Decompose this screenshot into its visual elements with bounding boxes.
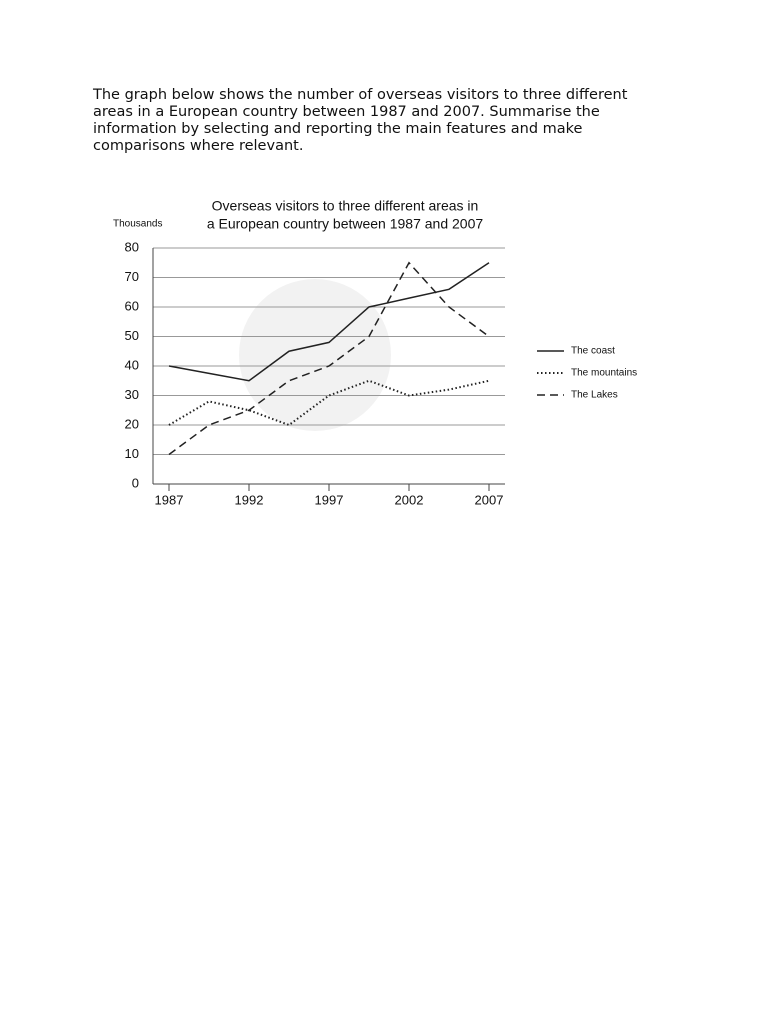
prompt-line: areas in a European country between 1987… (93, 104, 600, 120)
y-axis-label: Thousands (113, 219, 162, 230)
legend-label: The Lakes (571, 390, 618, 401)
prompt: The graph below shows the number of over… (93, 87, 627, 155)
y-tick-label: 10 (125, 446, 139, 461)
y-tick-label: 40 (125, 357, 139, 372)
y-tick-label: 50 (125, 328, 139, 343)
legend-label: The coast (571, 346, 615, 357)
y-tick-label: 80 (125, 239, 139, 254)
series-line (168, 261, 490, 456)
y-tick-label: 60 (125, 298, 139, 313)
prompt-line: The graph below shows the number of over… (93, 87, 628, 103)
x-tick-label: 2007 (475, 492, 504, 507)
x-tick-label: 2002 (395, 492, 424, 507)
chart-title: a European country between 1987 and 2007 (207, 216, 484, 232)
x-tick-label: 1987 (155, 492, 184, 507)
y-tick-label: 70 (125, 269, 139, 284)
x-tick-label: 1992 (235, 492, 264, 507)
watermark (239, 279, 391, 431)
y-tick-label: 20 (125, 416, 139, 431)
y-tick-label: 30 (125, 387, 139, 402)
x-tick-label: 1997 (315, 492, 344, 507)
prompt-line: comparisons where relevant. (93, 138, 304, 154)
prompt-line: information by selecting and reporting t… (93, 121, 583, 137)
legend-label: The mountains (571, 368, 637, 379)
series-line (168, 379, 490, 427)
chart-title: Overseas visitors to three different are… (212, 198, 479, 214)
y-tick-label: 0 (132, 475, 139, 490)
